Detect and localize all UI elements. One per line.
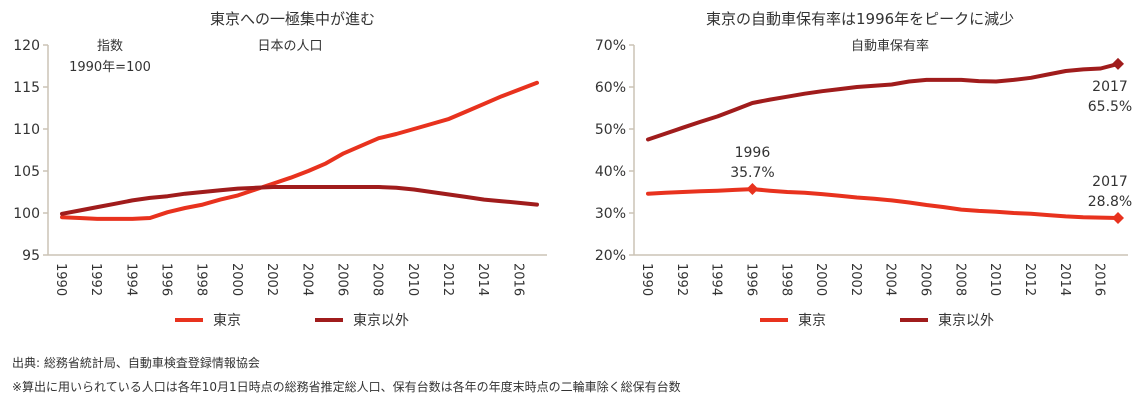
x-tick-label: 1992 — [88, 263, 103, 296]
x-tick-label: 2008 — [952, 263, 967, 296]
chart-1-title: 東京への一極集中が進む — [210, 10, 376, 28]
x-tick-label: 2010 — [987, 263, 1002, 296]
annotation-label: 1996 — [735, 145, 771, 161]
x-tick-label: 1990 — [639, 263, 654, 296]
x-tick-label: 2016 — [1092, 263, 1107, 296]
annotation-label: 2017 — [1092, 79, 1128, 95]
x-tick-label: 2002 — [264, 263, 279, 296]
series-line-tokyo — [646, 187, 1120, 220]
x-tick-label: 2014 — [475, 263, 490, 296]
y-tick-label: 20% — [595, 248, 626, 264]
x-tick-label: 2010 — [405, 263, 420, 296]
legend-label: 東京以外 — [938, 313, 994, 329]
x-tick-label: 2004 — [883, 263, 898, 296]
legend-label: 東京 — [798, 313, 826, 329]
x-tick-label: 1996 — [743, 263, 758, 296]
y-label-line: 1990年=100 — [69, 60, 151, 75]
chart-1-subtitle: 日本の人口 — [257, 39, 322, 54]
y-tick-label: 60% — [595, 80, 626, 96]
y-tick-label: 40% — [595, 164, 626, 180]
x-tick-label: 2006 — [918, 263, 933, 296]
x-tick-label: 1994 — [709, 263, 724, 296]
x-tick-label: 1998 — [778, 263, 793, 296]
x-tick-label: 2002 — [848, 263, 863, 296]
y-label-line: 指数 — [97, 39, 123, 54]
series-line-outside-tokyo — [646, 61, 1120, 142]
x-tick-label: 1996 — [159, 263, 174, 296]
x-tick-label: 1990 — [53, 263, 68, 296]
y-tick-label: 110 — [13, 122, 40, 138]
annotation-label: 65.5% — [1088, 99, 1132, 115]
chart-2-subtitle: 自動車保有率 — [851, 38, 929, 54]
x-tick-label: 2000 — [229, 263, 244, 296]
data-point-marker — [746, 183, 759, 196]
y-tick-label: 70% — [595, 38, 626, 54]
x-tick-label: 2012 — [440, 263, 455, 296]
x-tick-label: 2012 — [1022, 263, 1037, 296]
y-tick-label: 50% — [595, 122, 626, 138]
x-tick-label: 2004 — [299, 263, 314, 296]
annotation-label: 2017 — [1092, 174, 1128, 190]
y-tick-label: 30% — [595, 206, 626, 222]
chart-2-title: 東京の自動車保有率は1996年をピークに減少 — [706, 10, 1015, 28]
annotation-label: 35.7% — [730, 165, 774, 181]
source-note: 出典: 総務省統計局、自動車検査登録情報協会 — [12, 356, 260, 370]
data-point-marker — [1112, 212, 1124, 225]
y-tick-label: 95 — [22, 248, 40, 264]
x-tick-label: 2008 — [370, 263, 385, 296]
x-tick-label: 2016 — [510, 263, 525, 296]
x-tick-label: 1992 — [674, 263, 689, 296]
calc-note: ※算出に用いられている人口は各年10月1日時点の総務省推定総人口、保有台数は各年… — [12, 380, 681, 394]
y-tick-label: 100 — [13, 206, 40, 222]
data-point-marker — [1112, 57, 1124, 70]
y-tick-label: 115 — [13, 80, 40, 96]
y-tick-label: 105 — [13, 164, 40, 180]
legend-label: 東京以外 — [353, 313, 409, 329]
x-tick-label: 2000 — [813, 263, 828, 296]
x-tick-label: 1994 — [123, 263, 138, 296]
y-tick-label: 120 — [13, 38, 40, 54]
x-tick-label: 2014 — [1057, 263, 1072, 296]
series-line-tokyo — [60, 80, 539, 221]
x-tick-label: 1998 — [194, 263, 209, 296]
annotation-label: 28.8% — [1088, 194, 1132, 210]
legend-label: 東京 — [213, 313, 241, 329]
x-tick-label: 2006 — [334, 263, 349, 296]
series-line-outside-tokyo — [60, 185, 539, 216]
